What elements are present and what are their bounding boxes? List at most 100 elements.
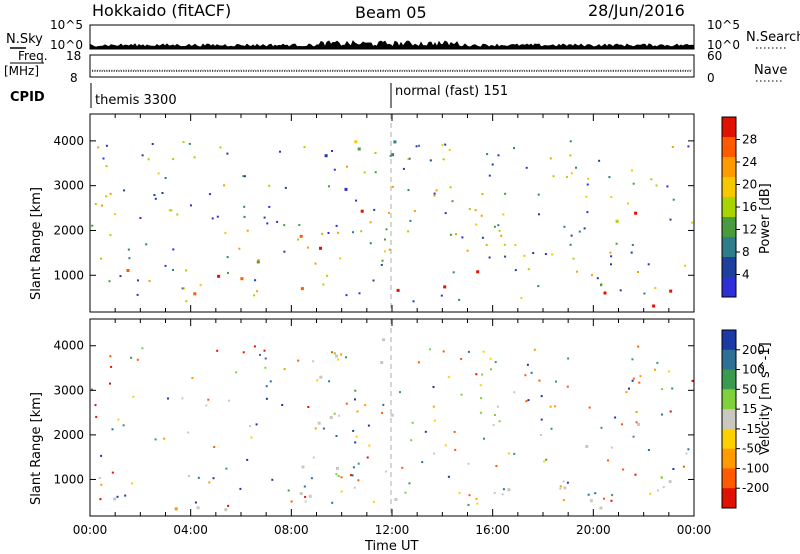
nave-label: Nave: [754, 63, 787, 78]
power-cell: [468, 208, 471, 211]
nave-tick-top: 60: [707, 49, 722, 63]
velocity-cell: [549, 405, 552, 408]
velocity-cell: [381, 411, 384, 414]
power-cell: [514, 244, 517, 246]
velocity-cell: [588, 406, 591, 409]
power-cell: [626, 202, 629, 205]
velocity-cell: [691, 379, 694, 382]
freq-tick-bottom: 8: [70, 71, 78, 85]
velocity-cell: [587, 493, 590, 496]
colorbar-swatch: [722, 428, 736, 450]
power-cell: [608, 176, 611, 179]
power-cell: [441, 144, 444, 147]
power-cell: [223, 184, 226, 187]
velocity-cell: [480, 397, 483, 400]
velocity-cell: [310, 477, 313, 480]
velocity-cell: [181, 397, 184, 400]
x-tick-label: 16:00: [475, 523, 510, 537]
power-cell: [480, 214, 483, 217]
velocity-cell: [566, 385, 569, 388]
power-cell: [183, 287, 186, 290]
velocity-cell: [656, 361, 659, 364]
power-cell: [102, 157, 105, 160]
power-cell: [126, 269, 130, 272]
power-cell: [139, 217, 142, 219]
power-cell: [569, 154, 572, 157]
velocity-cell: [340, 476, 343, 479]
colorbar-tick-label: 50: [742, 382, 757, 396]
velocity-cell: [638, 381, 641, 384]
power-cell: [407, 230, 410, 233]
power-cell: [391, 185, 394, 188]
power-cell: [458, 298, 461, 301]
velocity-cell: [687, 448, 690, 451]
velocity-cell: [424, 430, 427, 433]
velocity-cell: [99, 498, 102, 501]
power-cell: [114, 213, 116, 216]
power-cell: [632, 182, 635, 185]
colorbar-tick-label: 15: [742, 402, 757, 416]
velocity-cell: [95, 415, 98, 418]
power-cell: [185, 269, 188, 272]
colorbar-swatch: [722, 137, 736, 158]
velocity-cell: [303, 485, 306, 488]
velocity-cell: [191, 377, 194, 379]
nsky-label: N.Sky: [6, 32, 43, 47]
velocity-cell: [669, 410, 672, 413]
velocity-cell: [533, 348, 536, 351]
velocity-cell: [607, 459, 609, 462]
y-tick-label: 3000: [53, 383, 84, 397]
velocity-cell: [212, 477, 215, 480]
date-title: 28/Jun/2016: [588, 1, 685, 20]
velocity-cell: [540, 395, 543, 398]
velocity-cell: [91, 388, 93, 391]
power-cell: [193, 156, 196, 159]
velocity-cell: [467, 462, 470, 465]
power-cell: [164, 177, 167, 179]
power-cell: [339, 257, 342, 260]
power-cell: [242, 175, 245, 178]
velocity-cell: [622, 468, 625, 471]
velocity-cell: [355, 435, 358, 438]
power-cell: [256, 260, 260, 264]
power-cell: [105, 195, 108, 198]
velocity-cell: [246, 458, 249, 461]
velocity-cell: [322, 427, 325, 430]
power-ylabel: Slant Range [km]: [29, 187, 44, 300]
power-cell: [407, 189, 410, 192]
power-cell: [402, 167, 405, 170]
power-cell: [253, 294, 256, 297]
power-cell: [199, 284, 202, 287]
power-cell: [537, 193, 540, 196]
power-cell: [631, 169, 633, 172]
power-cell: [586, 211, 589, 214]
colorbar-swatch: [722, 349, 736, 371]
power-cell: [654, 287, 657, 289]
velocity-cell: [307, 406, 310, 408]
colorbar-swatch: [722, 488, 736, 509]
power-cell: [243, 205, 246, 208]
y-tick-label: 3000: [53, 179, 84, 193]
power-cell: [297, 238, 299, 241]
power-cell: [153, 194, 156, 196]
power-heatmap-cells: [91, 140, 694, 308]
power-cell: [300, 287, 304, 291]
power-cell: [525, 166, 528, 169]
velocity-cell: [538, 379, 541, 382]
colorbar-tick-label: 24: [742, 155, 757, 169]
velocity-cell: [353, 486, 356, 489]
velocity-cell: [625, 391, 628, 394]
y-tick-label: 2000: [53, 223, 84, 237]
power-cell: [520, 297, 523, 299]
velocity-cell: [540, 418, 543, 421]
velocity-cell: [265, 397, 268, 400]
velocity-cell: [116, 495, 119, 498]
power-cell: [314, 262, 317, 265]
power-cell: [246, 229, 249, 232]
station-title: Hokkaido (fitACF): [92, 1, 231, 20]
power-cell: [461, 236, 464, 239]
power-cell: [598, 159, 601, 162]
power-cell: [119, 275, 122, 278]
power-cell: [691, 221, 694, 224]
colorbar-swatch: [722, 369, 736, 390]
